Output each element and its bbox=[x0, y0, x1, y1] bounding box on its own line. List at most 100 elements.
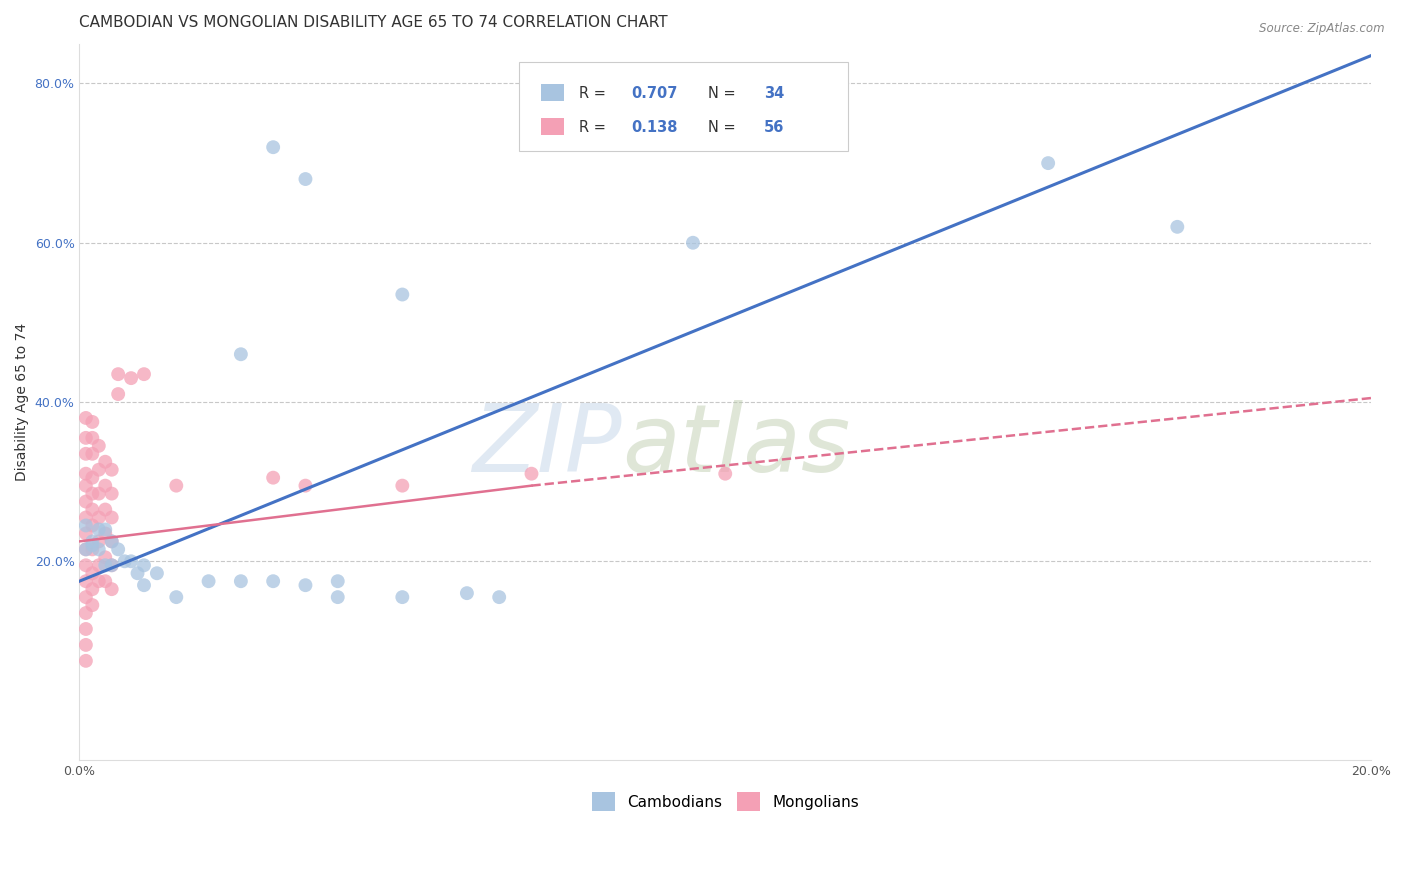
Point bbox=[87, 463, 110, 477]
Point bbox=[1166, 219, 1188, 234]
Point bbox=[714, 467, 737, 481]
Point bbox=[1036, 156, 1059, 170]
Point bbox=[100, 510, 122, 524]
Point bbox=[82, 486, 104, 500]
Point bbox=[94, 502, 117, 516]
Point bbox=[75, 431, 97, 445]
Point bbox=[326, 590, 349, 604]
Point bbox=[94, 455, 117, 469]
Text: CAMBODIAN VS MONGOLIAN DISABILITY AGE 65 TO 74 CORRELATION CHART: CAMBODIAN VS MONGOLIAN DISABILITY AGE 65… bbox=[79, 15, 668, 30]
Point bbox=[114, 554, 136, 568]
Point bbox=[82, 538, 104, 552]
Point bbox=[75, 411, 97, 425]
Point bbox=[262, 140, 284, 154]
Point bbox=[132, 578, 155, 592]
Point bbox=[75, 654, 97, 668]
Point bbox=[107, 542, 129, 557]
Point bbox=[165, 590, 187, 604]
Point bbox=[456, 586, 478, 600]
Point bbox=[75, 494, 97, 508]
Point bbox=[682, 235, 704, 250]
Point bbox=[100, 463, 122, 477]
Point bbox=[132, 558, 155, 573]
Point bbox=[82, 502, 104, 516]
Text: 56: 56 bbox=[763, 120, 785, 135]
Point bbox=[75, 518, 97, 533]
Text: ZIP: ZIP bbox=[472, 400, 621, 491]
Point bbox=[294, 578, 316, 592]
Point bbox=[100, 582, 122, 597]
Point bbox=[229, 347, 252, 361]
Point bbox=[94, 574, 117, 589]
Point bbox=[87, 486, 110, 500]
Point bbox=[82, 598, 104, 612]
Bar bbox=[540, 84, 564, 101]
Point bbox=[82, 582, 104, 597]
Point bbox=[132, 367, 155, 381]
Point bbox=[87, 574, 110, 589]
Point bbox=[100, 486, 122, 500]
Point bbox=[229, 574, 252, 589]
Text: R =: R = bbox=[579, 87, 610, 102]
Text: 34: 34 bbox=[763, 87, 785, 102]
Point bbox=[100, 558, 122, 573]
Point bbox=[391, 287, 413, 301]
Point bbox=[94, 478, 117, 492]
Point bbox=[100, 534, 122, 549]
Point bbox=[75, 478, 97, 492]
Text: Source: ZipAtlas.com: Source: ZipAtlas.com bbox=[1260, 22, 1385, 36]
Y-axis label: Disability Age 65 to 74: Disability Age 65 to 74 bbox=[15, 323, 30, 481]
Point bbox=[82, 566, 104, 581]
Point bbox=[82, 534, 104, 549]
Point bbox=[87, 439, 110, 453]
Text: N =: N = bbox=[709, 120, 741, 135]
Text: 0.138: 0.138 bbox=[631, 120, 678, 135]
Point bbox=[520, 467, 543, 481]
Point bbox=[146, 566, 169, 581]
Point bbox=[87, 523, 110, 537]
Legend: Cambodians, Mongolians: Cambodians, Mongolians bbox=[585, 787, 865, 817]
Point bbox=[75, 622, 97, 636]
Text: 0.707: 0.707 bbox=[631, 87, 678, 102]
Point bbox=[100, 558, 122, 573]
Point bbox=[326, 574, 349, 589]
Point bbox=[87, 558, 110, 573]
Point bbox=[75, 447, 97, 461]
Point bbox=[391, 478, 413, 492]
Point bbox=[75, 606, 97, 620]
Point bbox=[294, 478, 316, 492]
Point bbox=[165, 478, 187, 492]
Bar bbox=[540, 118, 564, 135]
Point bbox=[197, 574, 219, 589]
Point bbox=[391, 590, 413, 604]
Point bbox=[87, 510, 110, 524]
Point bbox=[94, 550, 117, 565]
Point bbox=[75, 510, 97, 524]
Point bbox=[87, 542, 110, 557]
Point bbox=[75, 590, 97, 604]
Point bbox=[94, 558, 117, 573]
Point bbox=[120, 371, 142, 385]
Point bbox=[82, 542, 104, 557]
Point bbox=[94, 526, 117, 541]
Point bbox=[127, 566, 149, 581]
Point bbox=[94, 523, 117, 537]
Point bbox=[488, 590, 510, 604]
Point bbox=[75, 526, 97, 541]
Point bbox=[75, 542, 97, 557]
Text: atlas: atlas bbox=[621, 400, 851, 491]
Point bbox=[100, 534, 122, 549]
Point bbox=[82, 447, 104, 461]
Point bbox=[107, 387, 129, 401]
Point bbox=[75, 638, 97, 652]
Point bbox=[82, 471, 104, 485]
Point bbox=[82, 518, 104, 533]
Point bbox=[107, 367, 129, 381]
Point bbox=[82, 415, 104, 429]
Text: N =: N = bbox=[709, 87, 741, 102]
Point bbox=[262, 471, 284, 485]
Point bbox=[87, 534, 110, 549]
Point bbox=[75, 542, 97, 557]
Point bbox=[75, 574, 97, 589]
Point bbox=[75, 467, 97, 481]
